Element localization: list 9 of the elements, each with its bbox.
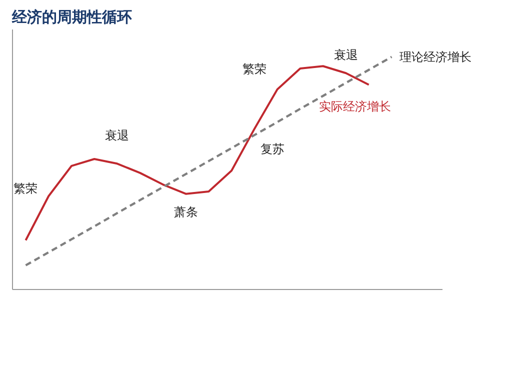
annotation: 衰退 (105, 128, 130, 143)
text: 实际经济增长 (318, 100, 391, 114)
annotation: 萧条 (174, 204, 198, 219)
series-label: 理论经济增长 (400, 50, 472, 64)
annotation: 繁荣 (14, 181, 38, 196)
annotation: 复苏 (260, 142, 284, 156)
annotation: 衰退 (334, 48, 358, 62)
annotation: 繁荣 (242, 62, 266, 76)
chart-title: 经济的周期性循环 (11, 8, 132, 26)
